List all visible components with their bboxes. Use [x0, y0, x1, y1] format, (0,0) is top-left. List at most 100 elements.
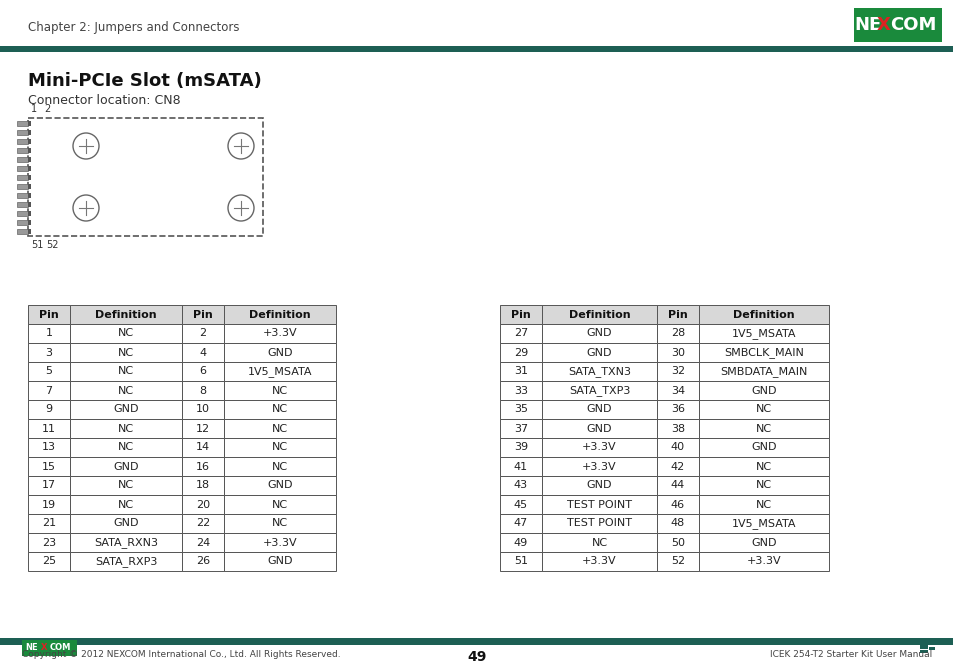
Text: 32: 32	[670, 366, 684, 376]
Text: SATA_RXN3: SATA_RXN3	[94, 537, 158, 548]
Text: GND: GND	[113, 405, 138, 415]
Bar	[224, 305, 335, 324]
Text: GND: GND	[750, 442, 776, 452]
Bar	[657, 476, 699, 495]
Bar	[182, 533, 224, 552]
Bar	[22, 640, 77, 656]
Text: 17: 17	[42, 480, 56, 491]
Bar	[699, 400, 828, 419]
Text: 2: 2	[44, 104, 51, 114]
Text: 45: 45	[514, 499, 528, 509]
Bar	[28, 305, 70, 324]
Text: 10: 10	[195, 405, 210, 415]
Text: Chapter 2: Jumpers and Connectors: Chapter 2: Jumpers and Connectors	[28, 22, 239, 34]
Bar	[499, 438, 541, 457]
Text: Pin: Pin	[193, 310, 213, 319]
Text: +3.3V: +3.3V	[581, 442, 617, 452]
Text: 1V5_MSATA: 1V5_MSATA	[248, 366, 312, 377]
Bar	[224, 514, 335, 533]
Text: 1: 1	[30, 104, 37, 114]
Bar	[28, 514, 70, 533]
Text: SATA_TXN3: SATA_TXN3	[567, 366, 630, 377]
Text: NE: NE	[26, 644, 38, 653]
Bar	[28, 495, 70, 514]
Text: SATA_TXP3: SATA_TXP3	[568, 385, 630, 396]
Bar	[499, 381, 541, 400]
Bar	[224, 381, 335, 400]
Text: NC: NC	[272, 423, 288, 433]
Text: 33: 33	[514, 386, 527, 396]
Bar	[699, 343, 828, 362]
Bar	[70, 305, 182, 324]
Bar	[499, 495, 541, 514]
Bar	[224, 495, 335, 514]
Bar	[17, 138, 28, 144]
Text: NC: NC	[272, 519, 288, 528]
Bar	[541, 476, 657, 495]
Bar	[699, 514, 828, 533]
Bar	[28, 46, 50, 52]
Text: 11: 11	[42, 423, 56, 433]
Bar	[182, 495, 224, 514]
Bar	[28, 147, 30, 153]
Bar	[182, 362, 224, 381]
Bar	[541, 343, 657, 362]
Bar	[657, 419, 699, 438]
Bar	[182, 552, 224, 571]
Bar	[499, 400, 541, 419]
Text: SMBCLK_MAIN: SMBCLK_MAIN	[723, 347, 803, 358]
Bar	[541, 552, 657, 571]
Text: TEST POINT: TEST POINT	[566, 499, 631, 509]
Bar	[657, 343, 699, 362]
Text: 1: 1	[46, 329, 52, 339]
Text: GND: GND	[750, 386, 776, 396]
Bar	[541, 514, 657, 533]
Text: NC: NC	[272, 386, 288, 396]
Bar	[499, 419, 541, 438]
Bar	[28, 419, 70, 438]
Bar	[17, 202, 28, 206]
Bar	[224, 533, 335, 552]
Text: 3: 3	[46, 347, 52, 358]
Text: Connector location: CN8: Connector location: CN8	[28, 94, 180, 107]
Text: 12: 12	[195, 423, 210, 433]
Bar	[499, 305, 541, 324]
Text: 37: 37	[514, 423, 528, 433]
Text: 48: 48	[670, 519, 684, 528]
Bar	[657, 381, 699, 400]
Bar	[657, 305, 699, 324]
Bar	[182, 476, 224, 495]
Bar	[499, 514, 541, 533]
Text: NC: NC	[591, 538, 607, 548]
Text: NC: NC	[272, 442, 288, 452]
Bar	[699, 552, 828, 571]
Bar	[28, 438, 70, 457]
Text: 51: 51	[514, 556, 527, 566]
Text: 29: 29	[514, 347, 528, 358]
Text: Definition: Definition	[733, 310, 794, 319]
Bar	[499, 476, 541, 495]
Bar	[28, 476, 70, 495]
Bar	[70, 495, 182, 514]
Text: 9: 9	[46, 405, 52, 415]
Bar	[182, 457, 224, 476]
Bar	[28, 552, 70, 571]
Text: 50: 50	[670, 538, 684, 548]
Text: Pin: Pin	[667, 310, 687, 319]
Text: +3.3V: +3.3V	[746, 556, 781, 566]
Bar	[17, 228, 28, 233]
Bar	[224, 552, 335, 571]
Bar	[928, 647, 934, 650]
Bar	[699, 362, 828, 381]
Text: 49: 49	[514, 538, 528, 548]
Bar	[70, 419, 182, 438]
Bar	[853, 8, 941, 42]
Bar	[0, 638, 953, 645]
Text: 39: 39	[514, 442, 528, 452]
Bar	[28, 362, 70, 381]
Bar	[70, 514, 182, 533]
Bar	[182, 438, 224, 457]
Text: 25: 25	[42, 556, 56, 566]
Bar	[70, 552, 182, 571]
Bar	[182, 400, 224, 419]
